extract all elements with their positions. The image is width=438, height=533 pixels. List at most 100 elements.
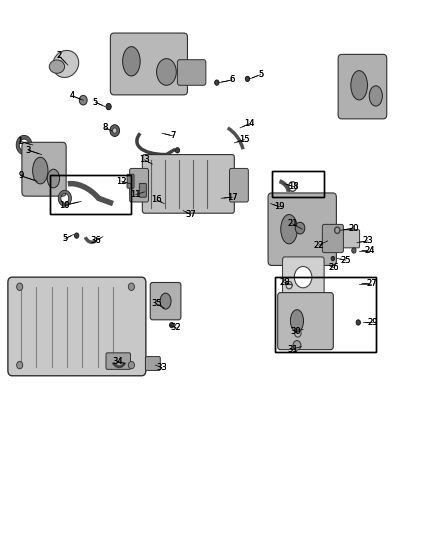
Text: 37: 37 bbox=[185, 210, 196, 219]
Text: 9: 9 bbox=[18, 172, 24, 180]
Text: 23: 23 bbox=[363, 237, 373, 245]
Text: 34: 34 bbox=[112, 357, 123, 366]
Text: 5: 5 bbox=[93, 98, 98, 107]
Text: 8: 8 bbox=[102, 124, 108, 132]
Text: 19: 19 bbox=[274, 203, 285, 211]
Text: 28: 28 bbox=[279, 278, 290, 287]
Bar bbox=[272, 171, 324, 197]
Text: 21: 21 bbox=[287, 220, 298, 228]
Ellipse shape bbox=[160, 293, 171, 309]
Text: 31: 31 bbox=[287, 345, 298, 353]
Text: 3: 3 bbox=[26, 146, 31, 155]
Text: 15: 15 bbox=[239, 135, 250, 144]
Text: 24: 24 bbox=[365, 246, 375, 255]
FancyBboxPatch shape bbox=[177, 60, 206, 85]
Text: 32: 32 bbox=[171, 324, 181, 332]
Ellipse shape bbox=[369, 86, 382, 106]
Text: 14: 14 bbox=[244, 119, 255, 128]
Text: 9: 9 bbox=[18, 172, 24, 180]
Text: 33: 33 bbox=[157, 364, 167, 372]
Text: 22: 22 bbox=[314, 241, 324, 249]
Text: 4: 4 bbox=[70, 92, 75, 100]
Ellipse shape bbox=[352, 248, 356, 253]
Bar bbox=[275, 277, 376, 352]
Text: 7: 7 bbox=[170, 132, 176, 140]
Ellipse shape bbox=[17, 283, 23, 290]
Ellipse shape bbox=[47, 169, 60, 188]
Text: 24: 24 bbox=[365, 246, 375, 255]
Ellipse shape bbox=[293, 341, 301, 350]
Ellipse shape bbox=[175, 148, 180, 153]
Text: 1: 1 bbox=[17, 137, 22, 146]
Text: 22: 22 bbox=[314, 241, 324, 249]
Text: 32: 32 bbox=[171, 324, 181, 332]
Ellipse shape bbox=[79, 95, 87, 105]
Text: 20: 20 bbox=[349, 224, 359, 232]
Text: 16: 16 bbox=[152, 196, 162, 204]
FancyBboxPatch shape bbox=[145, 357, 160, 370]
Text: 10: 10 bbox=[60, 201, 70, 209]
Text: 5: 5 bbox=[62, 235, 67, 243]
Text: 15: 15 bbox=[239, 135, 250, 144]
FancyBboxPatch shape bbox=[338, 54, 387, 119]
Text: 7: 7 bbox=[170, 132, 176, 140]
Ellipse shape bbox=[74, 233, 79, 238]
Text: 6: 6 bbox=[230, 76, 235, 84]
Text: 26: 26 bbox=[328, 263, 339, 272]
FancyBboxPatch shape bbox=[322, 224, 343, 253]
Text: 13: 13 bbox=[139, 156, 150, 164]
Ellipse shape bbox=[245, 76, 250, 82]
Text: 10: 10 bbox=[60, 201, 70, 209]
Ellipse shape bbox=[331, 256, 335, 261]
Text: 8: 8 bbox=[102, 124, 108, 132]
Text: 30: 30 bbox=[290, 327, 301, 336]
Ellipse shape bbox=[157, 59, 176, 85]
Text: 29: 29 bbox=[367, 318, 378, 327]
Text: 26: 26 bbox=[328, 263, 339, 272]
Text: 19: 19 bbox=[274, 203, 285, 211]
Text: 20: 20 bbox=[349, 224, 359, 232]
Ellipse shape bbox=[49, 60, 65, 74]
Text: 5: 5 bbox=[93, 98, 98, 107]
Text: 36: 36 bbox=[90, 237, 101, 245]
Text: 5: 5 bbox=[258, 70, 263, 79]
Bar bbox=[50, 175, 131, 214]
Text: 4: 4 bbox=[70, 92, 75, 100]
FancyBboxPatch shape bbox=[230, 168, 248, 202]
Text: 21: 21 bbox=[287, 220, 298, 228]
Text: 12: 12 bbox=[117, 177, 127, 185]
FancyBboxPatch shape bbox=[130, 168, 148, 202]
Ellipse shape bbox=[106, 103, 111, 110]
FancyBboxPatch shape bbox=[142, 155, 234, 213]
Text: 35: 35 bbox=[152, 300, 162, 308]
Text: 2: 2 bbox=[57, 52, 62, 60]
Text: 30: 30 bbox=[290, 327, 301, 336]
Ellipse shape bbox=[110, 125, 120, 136]
Ellipse shape bbox=[170, 322, 174, 328]
FancyBboxPatch shape bbox=[278, 293, 333, 350]
Text: 33: 33 bbox=[157, 364, 167, 372]
Bar bbox=[275, 277, 376, 352]
Ellipse shape bbox=[294, 266, 312, 288]
Ellipse shape bbox=[356, 320, 360, 325]
FancyBboxPatch shape bbox=[110, 33, 187, 95]
Text: 25: 25 bbox=[341, 256, 351, 264]
Text: 11: 11 bbox=[131, 190, 141, 199]
Text: 5: 5 bbox=[62, 235, 67, 243]
FancyBboxPatch shape bbox=[340, 230, 360, 248]
Text: 27: 27 bbox=[366, 279, 377, 288]
Text: 2: 2 bbox=[57, 52, 62, 60]
Text: 25: 25 bbox=[341, 256, 351, 264]
Bar bbox=[50, 175, 131, 214]
Text: 37: 37 bbox=[185, 210, 196, 219]
Text: 17: 17 bbox=[227, 193, 237, 201]
Text: 11: 11 bbox=[131, 190, 141, 199]
Wedge shape bbox=[58, 190, 71, 206]
Text: 29: 29 bbox=[367, 318, 378, 327]
Ellipse shape bbox=[128, 361, 134, 369]
Ellipse shape bbox=[290, 310, 304, 332]
Text: 5: 5 bbox=[258, 70, 263, 79]
Text: 27: 27 bbox=[366, 279, 377, 288]
Text: 13: 13 bbox=[139, 156, 150, 164]
Ellipse shape bbox=[295, 222, 305, 234]
